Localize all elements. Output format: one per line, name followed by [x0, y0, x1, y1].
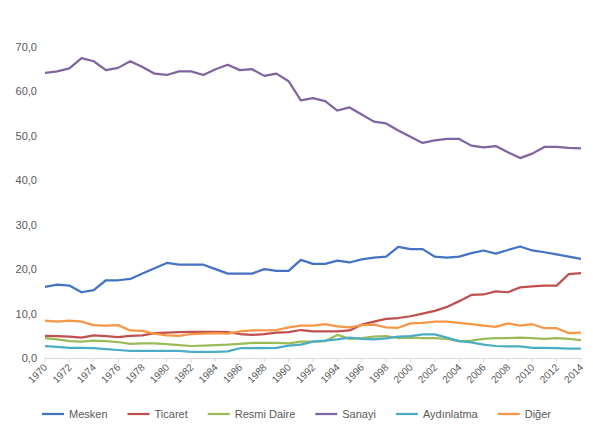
x-tick	[410, 358, 411, 362]
x-tick-label: 1988	[245, 361, 269, 385]
x-tick-label: 2000	[391, 361, 415, 385]
x-tick	[532, 358, 533, 362]
x-tick	[361, 358, 362, 362]
x-tick	[288, 358, 289, 362]
legend-label: Aydınlatma	[423, 408, 479, 420]
x-tick-label: 1990	[270, 361, 294, 385]
x-tick	[556, 358, 557, 362]
x-tick-label: 1982	[172, 361, 196, 385]
x-tick	[264, 358, 265, 362]
series-line	[45, 273, 581, 337]
x-tick-label: 2006	[464, 361, 488, 385]
y-tick-label: 30,0	[16, 219, 37, 231]
x-tick-label: 2014	[562, 361, 586, 385]
x-tick	[434, 358, 435, 362]
x-tick	[459, 358, 460, 362]
x-tick-label: 1996	[343, 361, 367, 385]
x-tick	[507, 358, 508, 362]
legend-swatch	[208, 413, 230, 415]
x-tick	[69, 358, 70, 362]
series-line	[45, 58, 581, 158]
x-tick-label: 1978	[123, 361, 147, 385]
x-tick-label: 2010	[513, 361, 537, 385]
x-tick-label: 1970	[26, 361, 50, 385]
x-tick-label: 2012	[538, 361, 562, 385]
x-tick	[313, 358, 314, 362]
legend-label: Mesken	[69, 408, 108, 420]
legend-swatch	[42, 413, 64, 415]
y-tick-label: 40,0	[16, 174, 37, 186]
x-tick	[118, 358, 119, 362]
x-tick	[45, 358, 46, 362]
x-tick	[386, 358, 387, 362]
legend-label: Diğer	[525, 408, 552, 420]
x-tick-label: 2004	[440, 361, 464, 385]
x-tick-label: 1980	[148, 361, 172, 385]
series-line	[45, 334, 581, 351]
x-tick-label: 2008	[489, 361, 513, 385]
plot-lines	[45, 58, 581, 352]
x-tick-label: 1986	[221, 361, 245, 385]
x-tick-label: 1992	[294, 361, 318, 385]
x-tick-label: 1998	[367, 361, 391, 385]
y-tick-label: 70,0	[16, 41, 37, 53]
chart: 0,010,020,030,040,050,060,070,0197019721…	[0, 0, 593, 426]
legend-label: Ticaret	[155, 408, 188, 420]
legend-swatch	[128, 413, 150, 415]
legend-swatch	[315, 413, 337, 415]
x-tick	[93, 358, 94, 362]
legend: Mesken Ticaret Resmi Daire Sanayi Aydınlatma…	[42, 408, 551, 420]
x-tick-label: 1976	[99, 361, 123, 385]
y-tick-label: 10,0	[16, 308, 37, 320]
x-tick	[581, 358, 582, 362]
legend-swatch	[498, 413, 520, 415]
x-tick-label: 1974	[75, 361, 99, 385]
x-tick-label: 1972	[50, 361, 74, 385]
x-tick	[166, 358, 167, 362]
legend-swatch	[396, 413, 418, 415]
x-tick	[191, 358, 192, 362]
legend-label: Sanayi	[342, 408, 376, 420]
x-tick-label: 2002	[416, 361, 440, 385]
x-tick	[483, 358, 484, 362]
x-tick	[142, 358, 143, 362]
x-tick	[215, 358, 216, 362]
y-tick-label: 0,0	[22, 352, 37, 364]
x-tick-label: 1994	[318, 361, 342, 385]
y-tick-label: 50,0	[16, 130, 37, 142]
x-tick	[239, 358, 240, 362]
x-tick	[337, 358, 338, 362]
legend-label: Resmi Daire	[235, 408, 296, 420]
series-line	[45, 321, 581, 336]
x-tick-label: 1984	[196, 361, 220, 385]
y-tick-label: 60,0	[16, 85, 37, 97]
y-tick-label: 20,0	[16, 263, 37, 275]
series-line	[45, 246, 581, 292]
